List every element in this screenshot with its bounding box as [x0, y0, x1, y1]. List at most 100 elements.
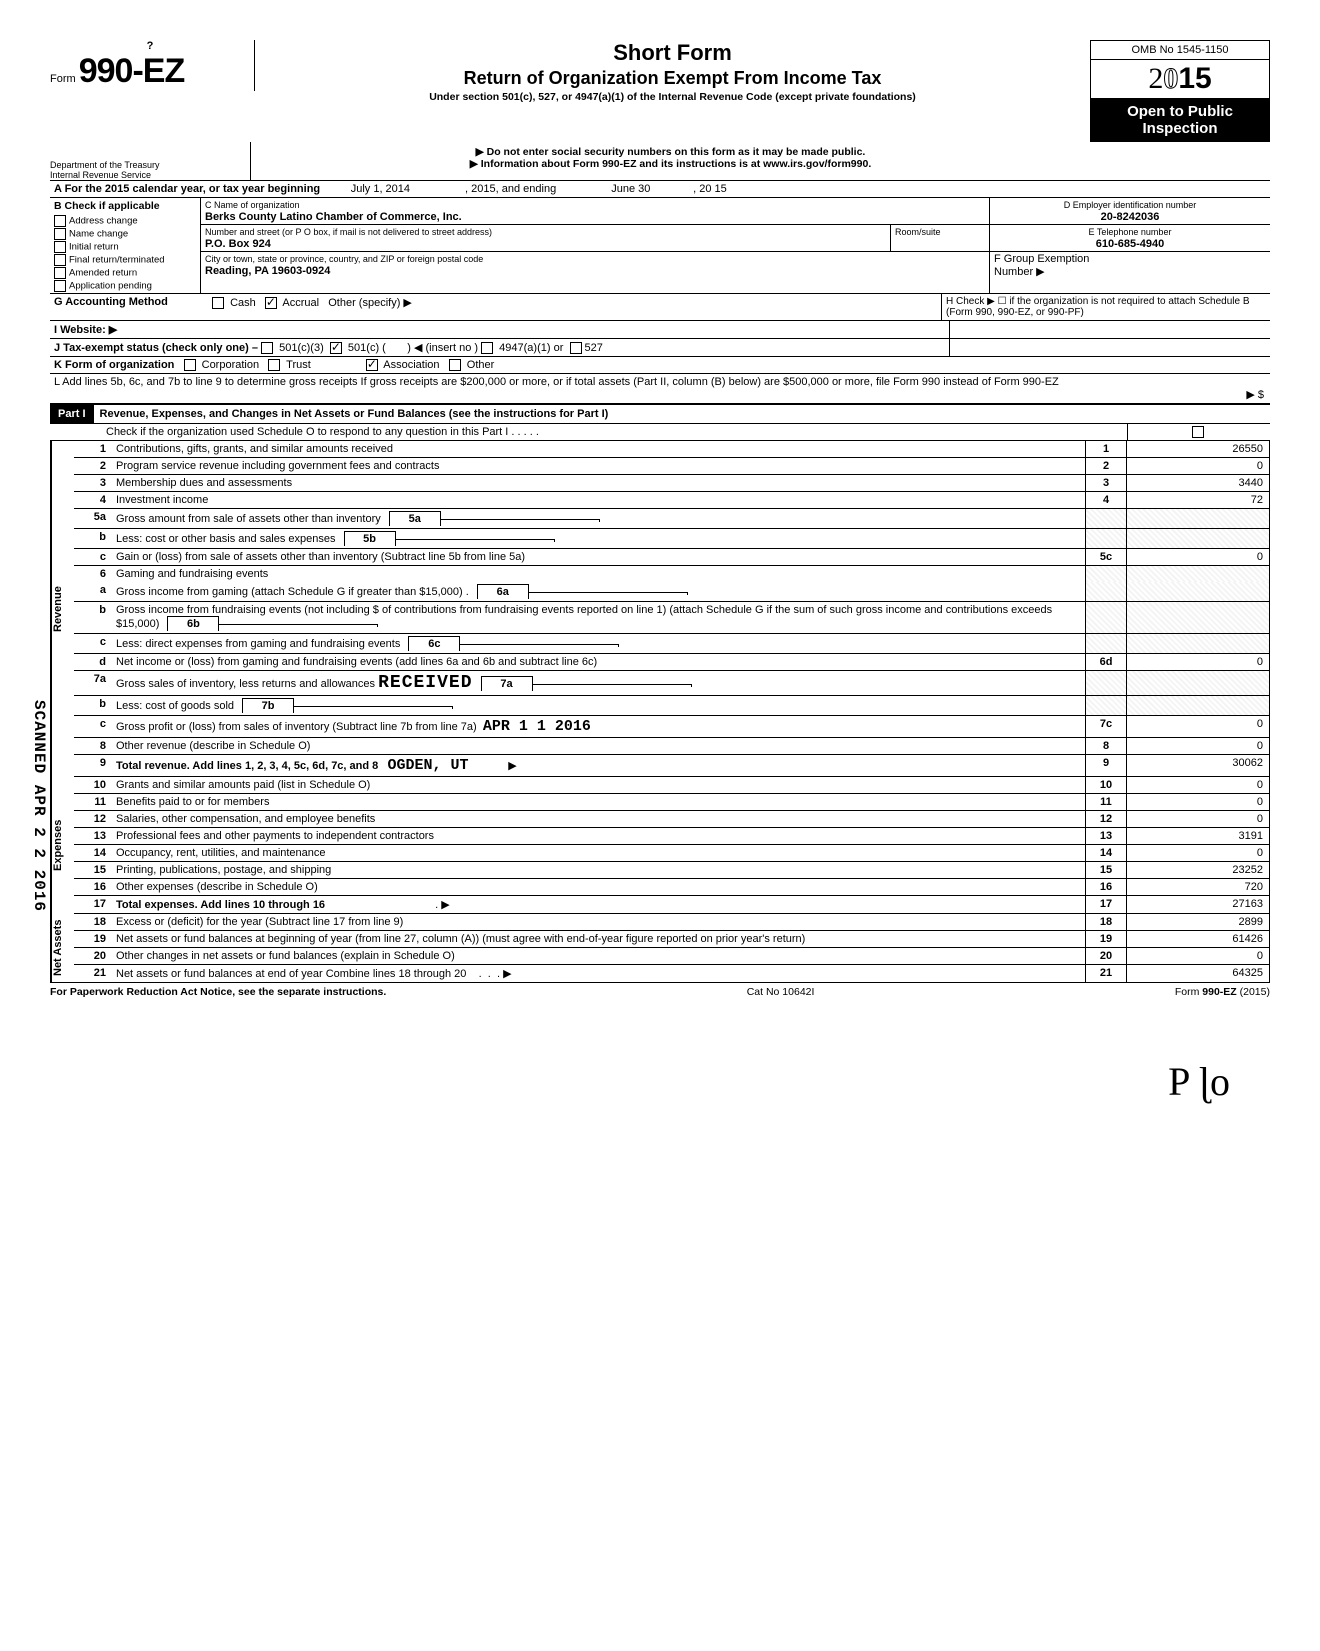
chk-address[interactable]: Address change — [54, 215, 196, 227]
e-label: E Telephone number — [1089, 227, 1172, 237]
col-d: D Employer identification number 20-8242… — [989, 198, 1270, 293]
date-stamp: APR 1 1 2016 — [483, 718, 591, 735]
form-page: ? Form 990-EZ Short Form Return of Organ… — [50, 40, 1270, 1105]
phone: 610-685-4940 — [1096, 238, 1165, 250]
ogden-stamp: OGDEN, UT — [387, 757, 468, 774]
chk-amended[interactable]: Amended return — [54, 267, 196, 279]
netassets-section: Net Assets 18Excess or (deficit) for the… — [50, 914, 1270, 983]
amt-3: 3440 — [1126, 475, 1269, 491]
chk-pending[interactable]: Application pending — [54, 280, 196, 292]
col-b: B Check if applicable Address change Nam… — [50, 198, 201, 293]
short-form-title: Short Form — [263, 40, 1082, 66]
chk-final[interactable]: Final return/terminated — [54, 254, 196, 266]
chk-corp[interactable] — [184, 359, 196, 371]
line-4: Investment income — [112, 492, 1085, 508]
chk-4947[interactable] — [481, 342, 493, 354]
line-9: Total revenue. Add lines 1, 2, 3, 4, 5c,… — [112, 755, 1085, 776]
l-text: L Add lines 5b, 6c, and 7b to line 9 to … — [50, 374, 1134, 403]
chk-527[interactable] — [570, 342, 582, 354]
h-text: H Check ▶ ☐ if the organization is not r… — [941, 294, 1270, 320]
side-revenue: Revenue — [51, 441, 74, 777]
a-begin: July 1, 2014 — [351, 183, 410, 195]
chk-501c[interactable] — [330, 342, 342, 354]
d-label: D Employer identification number — [1064, 200, 1197, 210]
footer-right: Form 990-EZ (2015) — [1175, 986, 1270, 998]
open-public-badge: Open to Public Inspection — [1090, 99, 1270, 142]
amt-17: 27163 — [1126, 896, 1269, 913]
line-6: Gaming and fundraising events — [112, 566, 1085, 582]
instruction-lines: ▶ Do not enter social security numbers o… — [251, 142, 1090, 180]
handwriting: P ɭo — [50, 1058, 1270, 1105]
footer-left: For Paperwork Reduction Act Notice, see … — [50, 986, 386, 998]
chk-name[interactable]: Name change — [54, 228, 196, 240]
chk-trust[interactable] — [268, 359, 280, 371]
k-content: K Form of organization Corporation Trust… — [50, 357, 1270, 373]
chk-accrual[interactable] — [265, 297, 277, 309]
gh-row: G Accounting Method Cash Accrual Other (… — [50, 294, 1270, 321]
amt-21: 64325 — [1126, 965, 1269, 982]
c-label: C Name of organization — [205, 200, 300, 210]
j-content: J Tax-exempt status (check only one) – 5… — [50, 339, 949, 356]
amt-1: 26550 — [1126, 441, 1269, 457]
city-label: City or town, state or province, country… — [205, 254, 483, 264]
part1-check-row: Check if the organization used Schedule … — [50, 424, 1270, 441]
b-label: B Check if applicable — [54, 200, 160, 212]
return-title: Return of Organization Exempt From Incom… — [263, 68, 1082, 89]
dept-row: Department of the Treasury Internal Reve… — [50, 142, 1270, 181]
col-c: C Name of organization Berks County Lati… — [201, 198, 989, 293]
chk-501c3[interactable] — [261, 342, 273, 354]
expenses-section: Expenses 10Grants and similar amounts pa… — [50, 777, 1270, 914]
line-6b: Gross income from fundraising events (no… — [112, 602, 1085, 633]
g-label: G Accounting Method — [54, 296, 168, 308]
line-15: Printing, publications, postage, and shi… — [112, 862, 1085, 878]
j-row: J Tax-exempt status (check only one) – 5… — [50, 339, 1270, 357]
row-a-content: A For the 2015 calendar year, or tax yea… — [50, 181, 1270, 197]
line-7a: Gross sales of inventory, less returns a… — [112, 671, 1085, 695]
amt-16: 720 — [1126, 879, 1269, 895]
line-21: Net assets or fund balances at end of ye… — [112, 965, 1085, 982]
form-number-block: ? Form 990-EZ — [50, 40, 255, 91]
title-row: ? Form 990-EZ Short Form Return of Organ… — [50, 40, 1270, 142]
side-expenses: Expenses — [51, 777, 74, 914]
omb-number: OMB No 1545-1150 — [1090, 40, 1270, 60]
subtitle: Under section 501(c), 527, or 4947(a)(1)… — [263, 91, 1082, 103]
line-2: Program service revenue including govern… — [112, 458, 1085, 474]
part1-check-text: Check if the organization used Schedule … — [102, 424, 1127, 440]
a-mid: , 2015, and ending — [465, 183, 556, 195]
line-5a: Gross amount from sale of assets other t… — [112, 509, 1085, 528]
i-label: I Website: ▶ — [54, 324, 117, 336]
l-row: L Add lines 5b, 6c, and 7b to line 9 to … — [50, 374, 1270, 404]
right-header-block: OMB No 1545-1150 2015 Open to Public Ins… — [1090, 40, 1270, 142]
chk-part1-scho[interactable] — [1192, 426, 1204, 438]
ein: 20-8242036 — [1101, 211, 1160, 223]
line-5b: Less: cost or other basis and sales expe… — [112, 529, 1085, 548]
line-14: Occupancy, rent, utilities, and maintena… — [112, 845, 1085, 861]
amt-11: 0 — [1126, 794, 1269, 810]
k-label: K Form of organization — [54, 359, 174, 371]
f-label2: Number ▶ — [994, 266, 1045, 278]
chk-initial[interactable]: Initial return — [54, 241, 196, 253]
warn-line-1: ▶ Do not enter social security numbers o… — [251, 146, 1090, 158]
amt-8: 0 — [1126, 738, 1269, 754]
amt-6d: 0 — [1126, 654, 1269, 670]
amt-2: 0 — [1126, 458, 1269, 474]
line-16: Other expenses (describe in Schedule O) — [112, 879, 1085, 895]
amt-4: 72 — [1126, 492, 1269, 508]
line-6d: Net income or (loss) from gaming and fun… — [112, 654, 1085, 670]
amt-19: 61426 — [1126, 931, 1269, 947]
org-addr: P.O. Box 924 — [205, 238, 271, 250]
chk-cash[interactable] — [212, 297, 224, 309]
j-label: J Tax-exempt status (check only one) – — [54, 342, 258, 354]
warn-line-2: ▶ Information about Form 990-EZ and its … — [251, 158, 1090, 170]
amt-9: 30062 — [1126, 755, 1269, 776]
line-7b: Less: cost of goods sold7b — [112, 696, 1085, 715]
line-6c: Less: direct expenses from gaming and fu… — [112, 634, 1085, 653]
footer-mid: Cat No 10642I — [747, 986, 815, 998]
chk-assoc[interactable] — [366, 359, 378, 371]
line-18: Excess or (deficit) for the year (Subtra… — [112, 914, 1085, 930]
row-a: A For the 2015 calendar year, or tax yea… — [50, 181, 1270, 198]
addr-label: Number and street (or P O box, if mail i… — [205, 227, 492, 237]
chk-other-org[interactable] — [449, 359, 461, 371]
footer: For Paperwork Reduction Act Notice, see … — [50, 983, 1270, 998]
line-17: Total expenses. Add lines 10 through 16 … — [112, 896, 1085, 913]
